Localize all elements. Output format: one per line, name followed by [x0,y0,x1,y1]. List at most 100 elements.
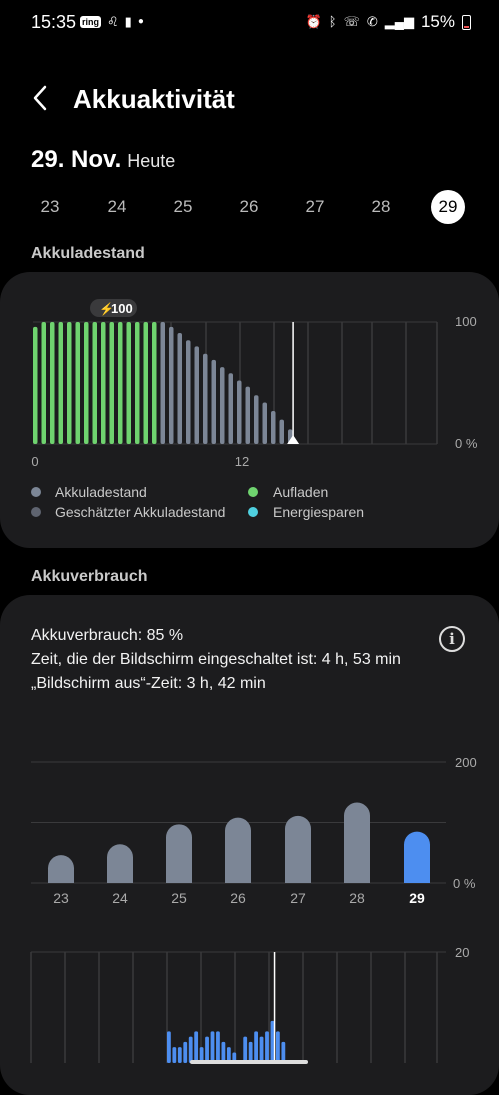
hourly-bar [216,1031,220,1063]
day-23[interactable]: 23 [40,197,60,216]
back-button[interactable] [24,80,60,116]
x-tick-label: 12 [235,454,249,469]
battery-alert-icon: ▮ [124,14,132,29]
hourly-bar [210,1031,215,1063]
usage-bar [344,802,370,883]
usage-section-title: Akkuverbrauch [31,568,148,585]
peak-label: ⚡100 [90,299,137,317]
level-bar [237,380,242,444]
level-bar [271,411,276,444]
hourly-bar [221,1041,226,1063]
info-icon[interactable]: i [439,626,465,652]
level-bar [84,322,89,444]
level-bar [262,402,267,444]
home-indicator [190,1060,308,1064]
status-time: 15:35 [31,12,77,32]
hourly-bar [276,1031,280,1063]
hourly-bar [188,1036,193,1063]
hourly-usage-chart: 20 [30,945,469,1063]
date-sub: Heute [127,151,176,171]
day-27[interactable]: 27 [305,197,325,216]
hourly-bar [270,1020,275,1063]
usage-percent-line: Akkuverbrauch: 85 % [31,627,184,644]
level-bar [126,322,131,444]
hourly-bar [243,1036,248,1063]
peak-label-bg [90,299,137,317]
legend-dot-charging [248,487,258,497]
level-section-title: Akkuladestand [31,245,145,262]
level-bar [67,322,72,444]
signal-icon: ▂▄▆ [384,14,414,29]
hourly-bar [248,1041,253,1063]
header: Akkuaktivität [0,74,499,124]
day-26[interactable]: 26 [239,197,259,216]
y-tick-label: 0 % [455,436,478,451]
usage-bar [225,817,251,883]
level-bar [109,322,114,444]
hourly-bar [183,1041,188,1063]
legend-power-saving: Energiesparen [273,504,365,520]
usage-bar [166,824,192,883]
level-bar [135,322,140,444]
wifi-call-icon: ☏ [343,14,360,29]
x-tick-label: 26 [230,890,246,906]
day-28[interactable]: 28 [371,197,391,216]
level-bar [245,386,250,444]
legend-charging: Aufladen [273,484,329,500]
level-bar [143,322,148,444]
date-main: 29. Nov. [31,146,122,173]
level-bar [169,326,174,444]
notification-dot: ● [137,16,144,27]
status-bar: 15:35 ring ♌ ▮ ● ⏰ ᛒ ☏ ✆ ▂▄▆ 15% [0,0,499,46]
bluetooth-icon: ᛒ [328,14,337,29]
day-25[interactable]: 25 [173,197,193,216]
day-29[interactable]: 29 [431,190,465,224]
level-bar [92,322,97,444]
usage-bar [404,831,430,883]
x-tick-label: 23 [53,890,69,906]
usage-chart: 23 24 25 26 27 28 29 200 0 % [31,755,477,906]
y-tick-label: 100 [455,314,477,329]
level-bar [160,322,165,444]
level-bar [186,340,191,444]
level-bar [220,367,225,444]
screen-on-line: Zeit, die der Bildschirm eingeschaltet i… [31,651,401,668]
level-bar [177,332,182,444]
battery-percent: 15% [420,12,455,31]
hourly-bar [254,1031,258,1063]
lion-app-icon: ♌ [107,14,119,29]
usage-summary: Akkuverbrauch: 85 % Zeit, die der Bildsc… [31,624,401,696]
level-bar [152,322,157,444]
level-bar [228,373,233,444]
x-tick-label: 28 [349,890,365,906]
current-time-marker [287,435,300,444]
x-tick-label: 0 [31,454,38,469]
peak-value: 100 [111,301,133,316]
y-tick-label: 20 [455,945,469,960]
level-bar [118,322,123,444]
hourly-bar [281,1041,286,1063]
x-tick-label: 29 [409,890,425,906]
usage-bar [48,855,74,883]
legend-level: Akkuladestand [55,484,147,500]
level-bar [279,419,284,444]
y-tick-label: 0 % [453,876,476,891]
legend-dot-level [31,487,41,497]
hourly-bar [194,1031,199,1063]
level-bar [211,359,216,444]
ring-app-icon: ring [80,16,101,28]
day-selector: 23 24 25 26 27 28 29 [0,186,499,226]
legend-estimated: Geschätzter Akkuladestand [55,504,226,520]
chevron-left-icon [33,85,47,111]
level-bar [254,395,259,444]
hourly-bar [205,1036,209,1063]
hourly-bar [177,1047,182,1063]
level-card: ⚡ 100 100 0 % 0 12 Akkuladestand Aufladen Ges… [0,272,499,548]
level-bar [203,353,208,444]
volte-call-icon: ✆ [366,14,378,29]
hourly-bar [172,1047,177,1063]
hourly-bar [167,1031,171,1063]
day-24[interactable]: 24 [107,197,127,216]
battery-icon [462,14,471,30]
date-heading: 29. Nov. Heute [31,146,175,174]
